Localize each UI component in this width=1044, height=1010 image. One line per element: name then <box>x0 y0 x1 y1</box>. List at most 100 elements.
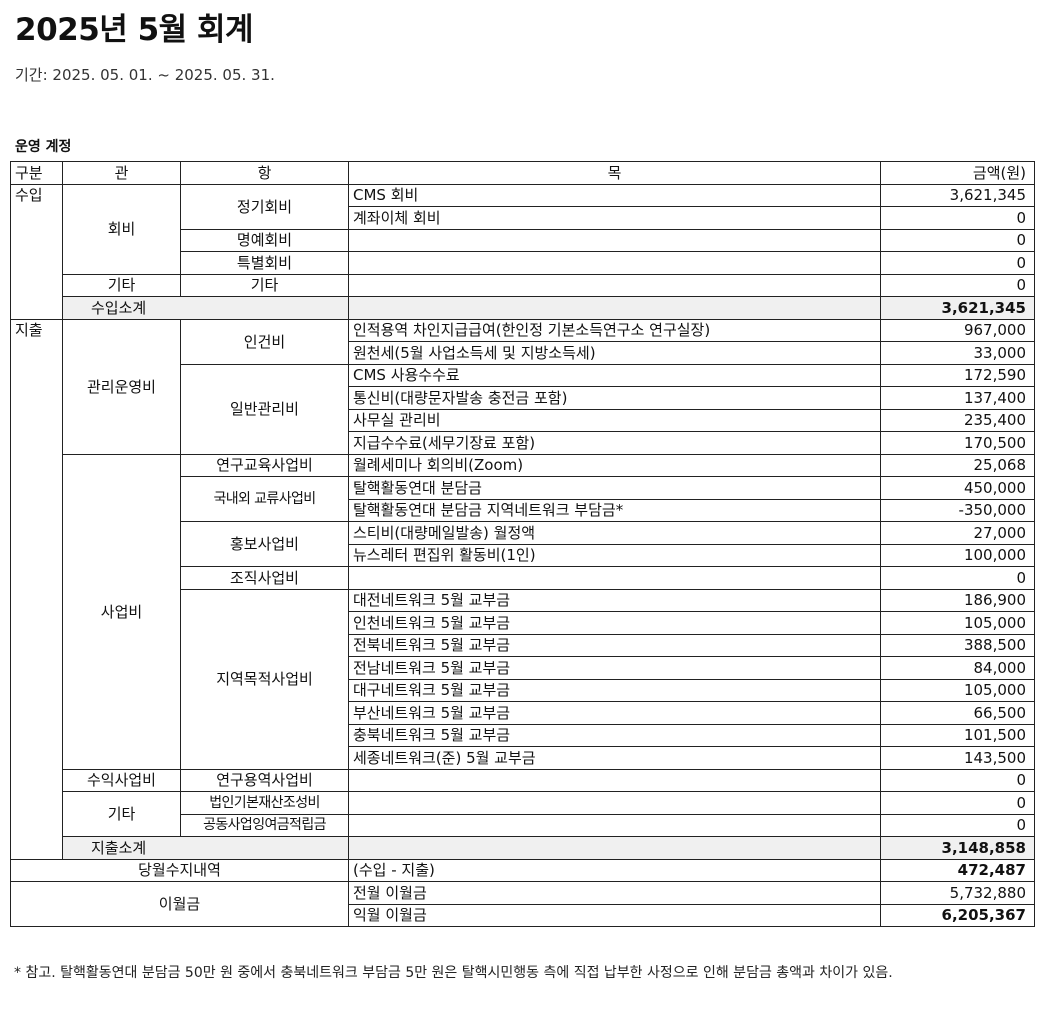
table-row: 부산네트워크 5월 교부금 66,500 <box>11 701 1035 725</box>
mok-cell: 인적용역 차인지급급여(한인정 기본소득연구소 연구실장) <box>348 318 881 342</box>
hang-cell: 지역목적사업비 <box>180 588 349 770</box>
subtotal-mok <box>348 296 881 320</box>
page-title: 2025년 5월 회계 <box>15 12 254 48</box>
hang-cell: 기타 <box>180 273 349 297</box>
table-row: 지급수수료(세무기장료 포함) 170,500 <box>11 431 1035 455</box>
section-label: 수입 <box>10 183 63 320</box>
subtotal-label: 수입소계 <box>62 296 349 320</box>
amount-cell: 186,900 <box>880 588 1035 612</box>
mok-cell <box>348 251 881 275</box>
mok-cell: 대구네트워크 5월 교부금 <box>348 678 881 702</box>
amount-cell: 3,621,345 <box>880 183 1035 207</box>
balance-row: 당월수지내역 (수입 - 지출) 472,487 <box>10 858 1035 882</box>
carryover-mok: 익월 이월금 <box>348 903 881 927</box>
mok-cell: 탈핵활동연대 분담금 <box>348 476 881 500</box>
table-row: 명예회비 0 <box>11 228 1035 252</box>
table-row: 기타 법인기본재산조성비 0 <box>11 791 1035 837</box>
amount-cell: 105,000 <box>880 611 1035 635</box>
mok-cell: 전북네트워크 5월 교부금 <box>348 633 881 657</box>
table-row: 사업비 연구교육사업비 월례세미나 회의비(Zoom) 25,068 <box>11 453 1035 770</box>
hang-cell: 법인기본재산조성비 <box>180 791 349 815</box>
table-row: 계좌이체 회비 0 <box>11 206 1035 230</box>
amount-cell: 33,000 <box>880 341 1035 365</box>
table-header-row: 구분 관 항 목 금액(원) <box>10 161 1035 185</box>
hang-cell: 특별회비 <box>180 251 349 275</box>
mok-cell <box>348 791 881 815</box>
mok-cell: 세종네트워크(준) 5월 교부금 <box>348 746 881 770</box>
hang-cell: 공동사업잉여금적립금 <box>180 813 349 837</box>
amount-cell: 0 <box>880 768 1035 792</box>
amount-cell: 450,000 <box>880 476 1035 500</box>
subtotal-amount: 3,148,858 <box>880 836 1035 860</box>
hang-cell: 일반관리비 <box>180 363 349 455</box>
mok-cell: 월례세미나 회의비(Zoom) <box>348 453 881 477</box>
mok-cell: 인천네트워크 5월 교부금 <box>348 611 881 635</box>
gwan-cell: 관리운영비 <box>62 318 181 455</box>
mok-cell <box>348 813 881 837</box>
gwan-cell: 기타 <box>62 273 181 297</box>
hang-cell: 정기회비 <box>180 183 349 230</box>
amount-cell: 0 <box>880 228 1035 252</box>
accounting-table: 구분 관 항 목 금액(원) 수입 회비 정기회비 CMS 회비 3,621,345 계좌… <box>10 161 1035 927</box>
mok-cell: 지급수수료(세무기장료 포함) <box>348 431 881 455</box>
mok-cell: 통신비(대량문자발송 충전금 포함) <box>348 386 881 410</box>
amount-cell: 0 <box>880 273 1035 297</box>
amount-cell: 0 <box>880 206 1035 230</box>
section-label: 지출 <box>10 318 63 860</box>
subtotal-mok <box>348 836 881 860</box>
hang-cell: 국내외 교류사업비 <box>180 476 349 522</box>
mok-cell <box>348 228 881 252</box>
header-gubun: 구분 <box>10 161 63 185</box>
header-mok: 목 <box>348 161 881 185</box>
carryover-label: 이월금 <box>10 881 349 927</box>
carryover-amount: 5,732,880 <box>880 881 1035 905</box>
table-row: 수익사업비 연구용역사업비 0 <box>11 768 1035 792</box>
table-row: 수입 회비 정기회비 CMS 회비 3,621,345 <box>10 183 1035 320</box>
amount-cell: 0 <box>880 251 1035 275</box>
hang-cell: 인건비 <box>180 318 349 365</box>
amount-cell: 100,000 <box>880 543 1035 567</box>
amount-cell: 0 <box>880 791 1035 815</box>
table-row: 기타 기타 0 <box>11 273 1035 297</box>
hang-cell: 조직사업비 <box>180 566 349 590</box>
amount-cell: 0 <box>880 566 1035 590</box>
subtotal-amount: 3,621,345 <box>880 296 1035 320</box>
mok-cell <box>348 768 881 792</box>
subtotal-row: 수입소계 3,621,345 <box>11 296 1035 320</box>
hang-cell: 연구교육사업비 <box>180 453 349 477</box>
mok-cell: 탈핵활동연대 분담금 지역네트워크 부담금* <box>348 498 881 522</box>
mok-cell <box>348 566 881 590</box>
amount-cell: 172,590 <box>880 363 1035 387</box>
table-row: 조직사업비 0 <box>11 566 1035 590</box>
table-row: 일반관리비 CMS 사용수수료 172,590 <box>11 363 1035 455</box>
amount-cell: 170,500 <box>880 431 1035 455</box>
gwan-cell: 기타 <box>62 791 181 837</box>
balance-amount: 472,487 <box>880 858 1035 882</box>
carryover-amount: 6,205,367 <box>880 903 1035 927</box>
amount-cell: 27,000 <box>880 521 1035 545</box>
header-hang: 항 <box>180 161 349 185</box>
mok-cell: 사무실 관리비 <box>348 408 881 432</box>
amount-cell: 0 <box>880 813 1035 837</box>
footnote: * 참고. 탈핵활동연대 분담금 50만 원 중에서 충북네트워크 부담금 5만… <box>14 965 893 981</box>
header-gwan: 관 <box>62 161 181 185</box>
mok-cell: 계좌이체 회비 <box>348 206 881 230</box>
amount-cell: 143,500 <box>880 746 1035 770</box>
table-row: 인천네트워크 5월 교부금 105,000 <box>11 611 1035 635</box>
gwan-cell: 회비 <box>62 183 181 275</box>
mok-cell: 부산네트워크 5월 교부금 <box>348 701 881 725</box>
period-text: 기간: 2025. 05. 01. ~ 2025. 05. 31. <box>15 66 275 84</box>
gwan-cell: 사업비 <box>62 453 181 770</box>
balance-mok: (수입 - 지출) <box>348 858 881 882</box>
hang-cell: 홍보사업비 <box>180 521 349 567</box>
balance-label: 당월수지내역 <box>10 858 349 882</box>
gwan-cell: 수익사업비 <box>62 768 181 792</box>
mok-cell: 충북네트워크 5월 교부금 <box>348 723 881 747</box>
mok-cell: 대전네트워크 5월 교부금 <box>348 588 881 612</box>
amount-cell: 66,500 <box>880 701 1035 725</box>
subtotal-label: 지출소계 <box>62 836 349 860</box>
section-title: 운영 계정 <box>15 139 72 155</box>
amount-cell: 105,000 <box>880 678 1035 702</box>
mok-cell <box>348 273 881 297</box>
mok-cell: CMS 회비 <box>348 183 881 207</box>
